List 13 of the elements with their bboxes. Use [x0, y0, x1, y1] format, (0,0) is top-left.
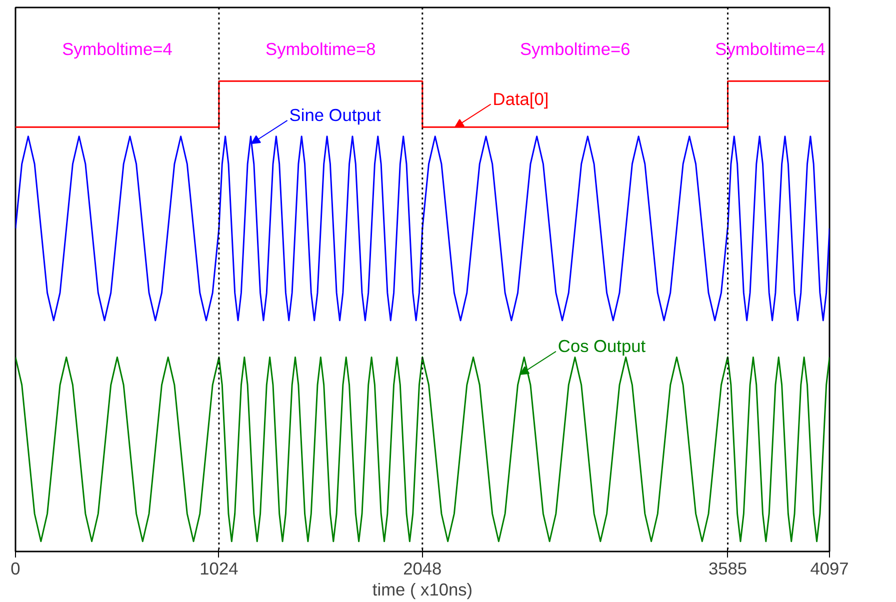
x-axis-title: time ( x10ns): [372, 580, 473, 600]
text: Symboltime=4: [62, 38, 173, 59]
x-tick-label: 3585: [708, 558, 748, 578]
series-label: Sine Output: [289, 105, 382, 126]
x-tick-label: 4097: [810, 558, 849, 578]
text: Symboltime=4: [715, 38, 826, 59]
x-tick-label: 0: [10, 558, 20, 578]
x-tick-label: 1024: [200, 558, 239, 578]
x-tick-label: 2048: [403, 558, 442, 578]
series-label: Cos Output: [558, 336, 646, 356]
series-label: Data[0]: [492, 88, 549, 109]
text: Symboltime=8: [266, 38, 376, 59]
text: Symboltime=6: [520, 38, 630, 59]
